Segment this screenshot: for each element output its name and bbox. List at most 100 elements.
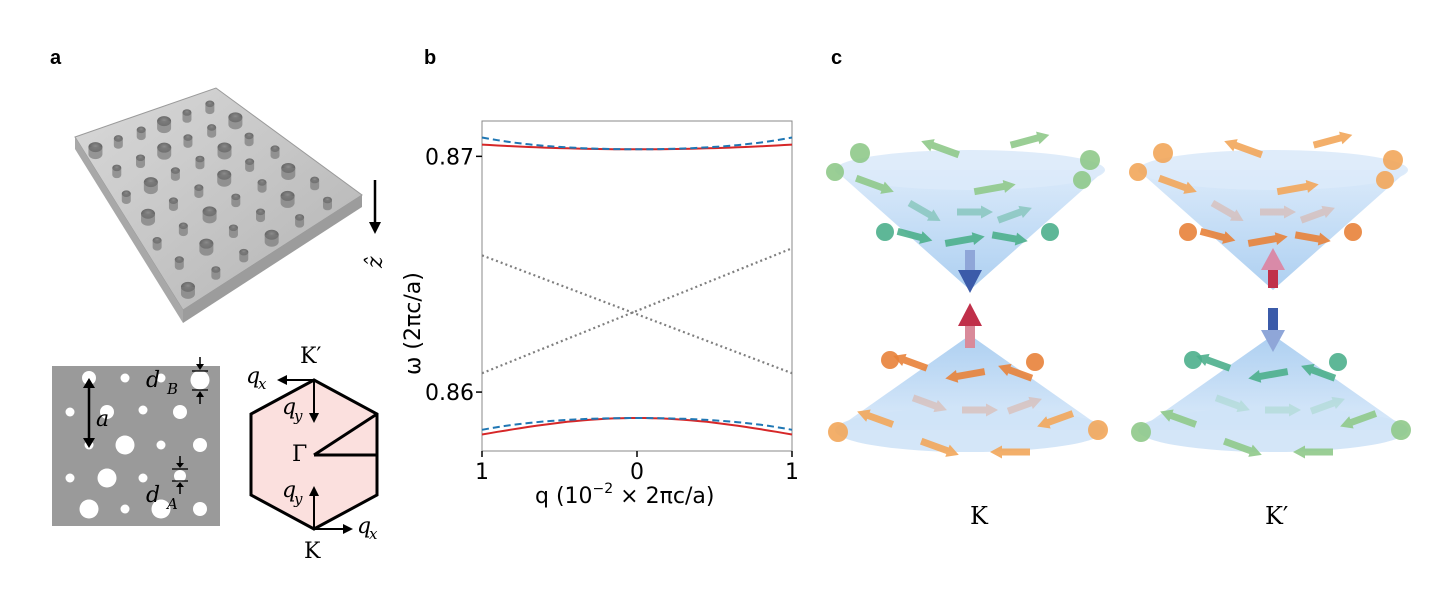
- x-axis-label: q (10−2 × 2πc/a): [535, 481, 714, 509]
- pseudospin-arrow: [1158, 174, 1197, 194]
- slab-hole-wall: [270, 148, 280, 159]
- pseudospin-dot: [881, 351, 899, 369]
- slab-hole-wall: [157, 147, 172, 160]
- slab-hole-wall: [143, 182, 158, 195]
- lattice-hole: [65, 407, 75, 417]
- pseudospin-dot: [1080, 150, 1100, 170]
- chart-series-group: [481, 136, 793, 436]
- pseudospin-arrow: [1009, 131, 1050, 149]
- pseudospin-dot: [1184, 351, 1202, 369]
- lattice-hole: [193, 438, 207, 452]
- slab-hole-wall: [157, 121, 172, 134]
- slab-hole-wall: [152, 240, 162, 251]
- pseudospin-arrow: [962, 403, 998, 417]
- lattice-hole: [173, 405, 187, 419]
- pseudospin-arrow: [911, 394, 947, 413]
- x-tick-label: 1: [785, 460, 799, 485]
- dB-marker: [192, 357, 208, 404]
- bz-qx-bottom-subscript: x: [369, 525, 378, 543]
- pseudospin-arrow: [1340, 410, 1378, 429]
- plot-frame: [481, 120, 793, 452]
- pseudospin-arrow: [1223, 437, 1262, 457]
- pseudospin-dot: [1329, 353, 1347, 371]
- pseudospin-dot: [1391, 420, 1411, 440]
- pseudospin-arrow: [921, 139, 960, 159]
- brillouin-zone: K′ q x q y Γ q y q x K: [246, 344, 379, 564]
- pseudospin-arrow: [945, 368, 986, 383]
- bz-qy-bottom-label: q: [282, 478, 296, 503]
- slab-hole-wall: [180, 286, 195, 299]
- slab-hole-wall: [121, 193, 131, 204]
- pseudospin-arrow: [1265, 403, 1301, 417]
- slab-hole-wall: [244, 135, 254, 147]
- slab-hole-wall: [228, 227, 238, 239]
- bz-qx-bottom-label: q: [357, 514, 371, 539]
- lattice-hole: [193, 502, 207, 516]
- valley-K-center-arrows: [958, 250, 982, 348]
- pseudospin-arrow: [973, 180, 1016, 196]
- bz-K-prime-label: K′: [300, 344, 321, 369]
- lattice-hole: [156, 440, 166, 450]
- photonic-slab-3d: [74, 87, 363, 323]
- slab-hole-wall: [245, 161, 255, 172]
- lattice-hole: [79, 499, 99, 519]
- valley-K-prime-lower-cone: [1131, 335, 1411, 459]
- slab-hole-wall: [136, 129, 146, 141]
- pseudospin-dot: [1179, 223, 1197, 241]
- pseudospin-arrow: [998, 363, 1034, 382]
- bz-qy-top-subscript: y: [293, 407, 303, 425]
- pseudospin-arrow: [957, 205, 993, 219]
- lattice-constant-label: a: [96, 407, 109, 432]
- slab-hole-wall: [281, 167, 296, 180]
- pseudospin-arrow: [1037, 410, 1075, 429]
- valley-K-prime-label: K′: [1265, 502, 1288, 530]
- pseudospin-arrow: [920, 437, 959, 457]
- pseudospin-arrow: [1294, 231, 1331, 246]
- slab-hole-wall: [182, 112, 192, 123]
- slab-hole-wall: [256, 211, 266, 223]
- panel-a-letter: a: [50, 47, 62, 69]
- series-gapless-2: [481, 247, 793, 375]
- dB-subscript: B: [166, 380, 178, 398]
- pseudospin-arrow: [944, 232, 985, 247]
- pseudospin-arrow: [1214, 394, 1250, 413]
- lattice-top-view: a d B d A: [52, 357, 220, 526]
- z-axis-label: ẑ: [363, 256, 388, 269]
- pseudospin-arrow: [1309, 396, 1345, 415]
- pseudospin-dot: [1383, 150, 1403, 170]
- slab-hole-wall: [168, 200, 178, 212]
- slab-hole-wall: [202, 211, 217, 224]
- slab-hole-wall: [207, 127, 217, 138]
- slab-hole-wall: [323, 199, 333, 211]
- bz-qx-top-label: q: [246, 364, 260, 389]
- bz-qx-top-subscript: x: [258, 375, 267, 393]
- panel-c-letter: c: [831, 47, 842, 69]
- series-lower-red: [481, 417, 793, 436]
- slab-hole-wall: [231, 196, 241, 208]
- lattice-hole: [174, 470, 186, 482]
- pseudospin-arrow: [1160, 409, 1198, 428]
- pseudospin-arrow: [907, 199, 941, 221]
- slab-hole-wall: [112, 167, 122, 179]
- pseudospin-arrow: [1260, 205, 1296, 219]
- series-lower-blue: [481, 417, 793, 431]
- panel-b-letter: b: [424, 47, 436, 69]
- pseudospin-dot: [826, 163, 844, 181]
- pseudospin-arrow: [1248, 368, 1289, 383]
- slab-hole-wall: [113, 138, 123, 149]
- pseudospin-arrow: [991, 231, 1028, 246]
- pseudospin-dot: [1088, 420, 1108, 440]
- slab-hole-wall: [199, 243, 214, 256]
- pseudospin-arrow: [855, 174, 894, 194]
- slab-hole-wall: [183, 137, 193, 148]
- lattice-hole: [65, 473, 75, 483]
- dA-label: d: [146, 483, 160, 508]
- bz-qy-bottom-subscript: y: [293, 490, 303, 508]
- pseudospin-dot: [1131, 422, 1151, 442]
- pseudospin-arrow: [1301, 363, 1337, 382]
- valley-K-upper-cone: [826, 131, 1105, 290]
- slab-hole-wall: [228, 117, 243, 130]
- slab-hole-wall: [178, 225, 188, 237]
- bz-gamma-label: Γ: [292, 442, 307, 467]
